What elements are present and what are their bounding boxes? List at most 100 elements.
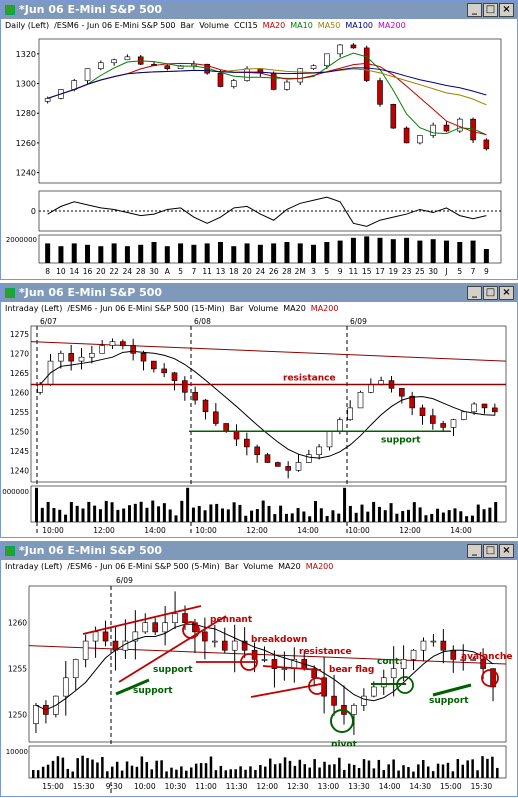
volume-bar <box>87 501 91 522</box>
volume-bar <box>279 505 283 522</box>
intraday-5min-chart: 1260 1255 1250 6/09 pennant breakdown resistan… <box>6 576 512 794</box>
daily-candle-body <box>417 135 423 144</box>
intraday15-candle-body <box>275 462 281 467</box>
volume-bar <box>175 769 178 778</box>
volume-bar <box>224 770 228 778</box>
volume-bar <box>261 500 265 522</box>
intraday15-candle-body <box>182 380 188 393</box>
volume-bar <box>308 767 311 778</box>
intraday15-candle-body <box>306 454 312 463</box>
volume-bar <box>56 756 60 778</box>
volume-bar <box>138 244 144 263</box>
minimize-button[interactable]: _ <box>467 3 482 17</box>
close-button[interactable]: × <box>499 286 514 300</box>
intraday5-candle-body <box>72 659 79 679</box>
volume-bar <box>470 240 476 263</box>
volume-bar <box>273 514 277 522</box>
intraday5-candle-body <box>132 631 139 642</box>
window-titlebar[interactable]: *Jun 06 E-Mini S&P 500 _ □ × <box>1 284 517 302</box>
volume-bar <box>203 510 207 522</box>
daily-candle-body <box>124 56 131 61</box>
volume-bar <box>122 508 126 522</box>
volume-bar <box>350 237 356 263</box>
x-tick-label: 12:30 <box>287 782 309 791</box>
session-date-label: 6/09 <box>350 317 367 326</box>
maximize-button[interactable]: □ <box>483 544 498 558</box>
close-button[interactable]: × <box>499 3 514 17</box>
x-tick-label: 12:00 <box>246 526 268 535</box>
header-item: MA200 <box>310 304 339 313</box>
cci-tick-label: 0 <box>31 207 36 216</box>
volume-bar <box>151 500 155 522</box>
volume-bar <box>32 770 35 778</box>
daily-candle-body <box>71 80 78 90</box>
intraday-15min-chart: 1275 1270 1265 1260 1255 1250 1245 1240 6/07 6/08… <box>2 317 507 535</box>
volume-bar <box>221 508 224 522</box>
intraday5-candle-body <box>440 640 447 651</box>
intraday15-candle-body <box>409 395 415 409</box>
x-tick-label: 14:00 <box>379 782 401 791</box>
cci-line <box>47 196 487 227</box>
pattern-annotation: support <box>153 665 193 675</box>
volume-bar <box>446 762 450 778</box>
intraday5-candle-body <box>212 640 218 643</box>
x-tick-label: 25 <box>415 267 425 276</box>
pattern-annotation: avalanche <box>461 652 512 662</box>
minimize-button[interactable]: _ <box>467 544 482 558</box>
support-annotation: support <box>381 435 421 445</box>
window-titlebar[interactable]: *Jun 06 E-Mini S&P 500 _ □ × <box>1 542 517 560</box>
daily-candle-body <box>230 80 237 87</box>
volume-bar <box>430 513 434 522</box>
intraday15-candle-body <box>450 419 457 428</box>
volume-bar <box>71 243 77 263</box>
volume-bar <box>106 771 109 778</box>
y-tick-label: 1250 <box>8 710 27 719</box>
volume-bar <box>120 770 124 778</box>
window-titlebar[interactable]: *Jun 06 E-Mini S&P 500 _ □ × <box>1 1 517 19</box>
intraday15-candle-body <box>440 423 446 428</box>
pattern-circle-marker <box>481 669 499 687</box>
volume-pane <box>28 745 507 779</box>
volume-bar <box>135 766 139 778</box>
intraday15-candle-body <box>368 384 374 393</box>
session-date-label: 6/09 <box>116 576 133 585</box>
x-tick-label: 14 <box>69 267 79 276</box>
resistance-annotation: resistance <box>283 374 336 384</box>
header-item: Volume <box>199 21 229 30</box>
volume-bar <box>214 770 218 778</box>
volume-bar <box>352 764 356 778</box>
intraday15-candle-body <box>99 345 105 354</box>
pattern-annotation: resistance <box>299 647 352 657</box>
volume-bar <box>296 508 300 522</box>
intraday5-candle-body <box>470 659 476 661</box>
volume-bar <box>98 246 104 263</box>
intraday-5min-window: *Jun 06 E-Mini S&P 500 _ □ × Intraday (L… <box>0 541 518 797</box>
daily-candle-body <box>84 68 91 81</box>
daily-candle-body <box>191 63 197 67</box>
price-pane <box>38 38 502 184</box>
volume-bar <box>367 760 371 778</box>
volume-bar <box>244 769 247 778</box>
volume-bar <box>160 760 163 778</box>
volume-bar <box>145 762 149 778</box>
volume-bar <box>470 515 474 522</box>
minimize-button[interactable]: _ <box>467 286 482 300</box>
x-tick-label: 5 <box>178 267 183 276</box>
volume-bar <box>466 760 469 778</box>
close-button[interactable]: × <box>499 544 514 558</box>
volume-bar <box>297 243 303 263</box>
volume-bar <box>226 509 230 522</box>
maximize-button[interactable]: □ <box>483 286 498 300</box>
volume-bar <box>204 243 210 263</box>
x-tick-label: 20 <box>242 267 252 276</box>
intraday5-candle-body <box>400 659 407 669</box>
volume-bar <box>268 758 272 778</box>
y-tick-label: 1260 <box>16 139 36 148</box>
intraday-15min-window: *Jun 06 E-Mini S&P 500 _ □ × Intraday (L… <box>0 283 518 538</box>
maximize-button[interactable]: □ <box>483 3 498 17</box>
volume-bar <box>343 769 346 778</box>
volume-bar <box>46 764 50 778</box>
y-tick-label: 1320 <box>16 50 36 59</box>
chart-window-icon <box>5 546 15 556</box>
x-tick-label: 16 <box>83 267 93 276</box>
